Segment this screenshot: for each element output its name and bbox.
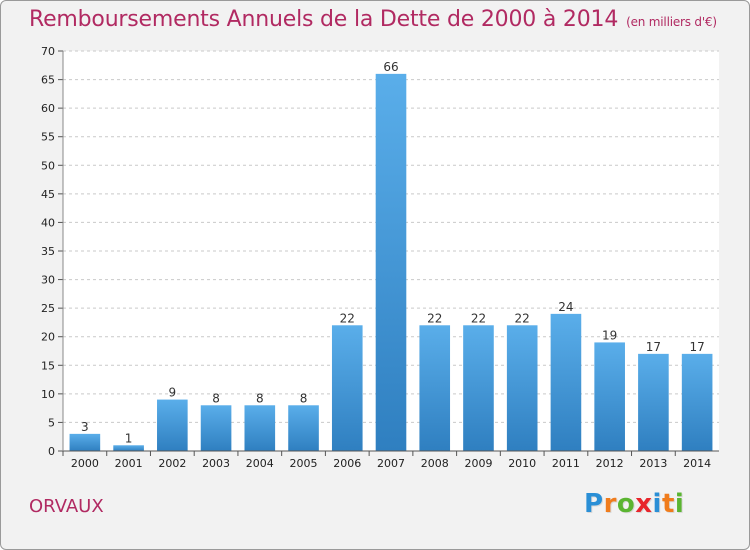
x-tick-label: 2014 — [683, 457, 711, 470]
bar-value-label: 17 — [689, 340, 704, 354]
logo-letter: t — [661, 489, 675, 519]
y-tick-label: 20 — [41, 331, 55, 344]
bars — [69, 73, 713, 451]
y-tick-label: 40 — [41, 216, 55, 229]
x-axis-ticks: 2000 2001 2002 2003 2004 2005 2006 2007 2008 2009… — [62, 451, 711, 470]
bar-2007 — [375, 73, 407, 451]
x-tick-label: 2008 — [421, 457, 449, 470]
y-tick-label: 45 — [41, 188, 55, 201]
y-tick-label: 50 — [41, 159, 55, 172]
logo-letter: o — [616, 489, 636, 519]
y-axis-ticks: 0 5 10 15 20 25 30 35 40 45 50 55 60 65 70 — [41, 45, 63, 458]
x-tick-label: 2002 — [158, 457, 186, 470]
x-tick-label: 2011 — [552, 457, 580, 470]
grid-lines — [63, 50, 719, 423]
bar-value-label: 8 — [300, 391, 308, 405]
y-tick-label: 10 — [41, 388, 55, 401]
bar-2010 — [506, 325, 538, 451]
bar-2002 — [157, 399, 188, 451]
x-tick-label: 2006 — [333, 457, 361, 470]
bar-value-label: 19 — [602, 328, 617, 342]
x-tick-label: 2010 — [508, 457, 536, 470]
bar-2001 — [113, 445, 144, 451]
x-tick-label: 2004 — [246, 457, 274, 470]
bar-value-label: 3 — [81, 420, 89, 434]
bar-2012 — [594, 342, 625, 451]
chart-subtitle: (en milliers d'€) — [626, 15, 717, 29]
logo-letter: x — [635, 489, 653, 519]
bar-value-label: 9 — [169, 386, 177, 400]
x-tick-label: 2007 — [377, 457, 405, 470]
x-tick-label: 2012 — [596, 457, 624, 470]
bar-value-label: 22 — [340, 311, 355, 325]
bar-value-label: 1 — [125, 431, 133, 445]
x-tick-label: 2005 — [290, 457, 318, 470]
y-tick-label: 15 — [41, 359, 55, 372]
bar-2004 — [244, 405, 276, 451]
commune-name: ORVAUX — [29, 496, 104, 517]
logo-letter: P — [584, 489, 604, 519]
logo-letter: i — [674, 489, 685, 519]
bar-2005 — [288, 405, 319, 451]
bar-2009 — [463, 325, 494, 451]
bar-2013 — [638, 353, 669, 451]
y-tick-label: 55 — [41, 131, 55, 144]
y-tick-label: 35 — [41, 245, 55, 258]
x-tick-label: 2009 — [464, 457, 492, 470]
y-tick-label: 60 — [41, 102, 55, 115]
bar-2008 — [419, 325, 451, 451]
y-tick-label: 65 — [41, 74, 55, 87]
bar-2014 — [681, 353, 713, 451]
x-tick-label: 2000 — [71, 457, 99, 470]
logo-letter: r — [603, 489, 617, 519]
bar-value-label: 22 — [427, 311, 442, 325]
bar-value-label: 66 — [383, 60, 398, 74]
y-tick-label: 25 — [41, 302, 55, 315]
proxiti-logo: Proxiti — [584, 489, 684, 519]
x-tick-label: 2001 — [115, 457, 143, 470]
x-tick-label: 2003 — [202, 457, 230, 470]
x-tick-label: 2013 — [639, 457, 667, 470]
y-tick-label: 5 — [48, 416, 55, 429]
bar-value-label: 24 — [558, 300, 573, 314]
y-tick-label: 30 — [41, 274, 55, 287]
y-tick-label: 70 — [41, 45, 55, 58]
bar-2000 — [69, 433, 101, 451]
bar-value-label: 22 — [471, 311, 486, 325]
bar-2003 — [200, 405, 232, 451]
bar-2011 — [550, 313, 582, 451]
chart-title: Remboursements Annuels de la Dette de 20… — [29, 7, 717, 32]
bar-value-label: 8 — [212, 391, 220, 405]
chart-title-text: Remboursements Annuels de la Dette de 20… — [29, 7, 619, 32]
y-tick-label: 0 — [48, 445, 55, 458]
logo-letter: i — [652, 489, 662, 519]
bar-2006 — [331, 325, 363, 451]
bar-value-label: 22 — [515, 311, 530, 325]
bar-value-label: 8 — [256, 391, 264, 405]
bar-value-label: 17 — [646, 340, 661, 354]
